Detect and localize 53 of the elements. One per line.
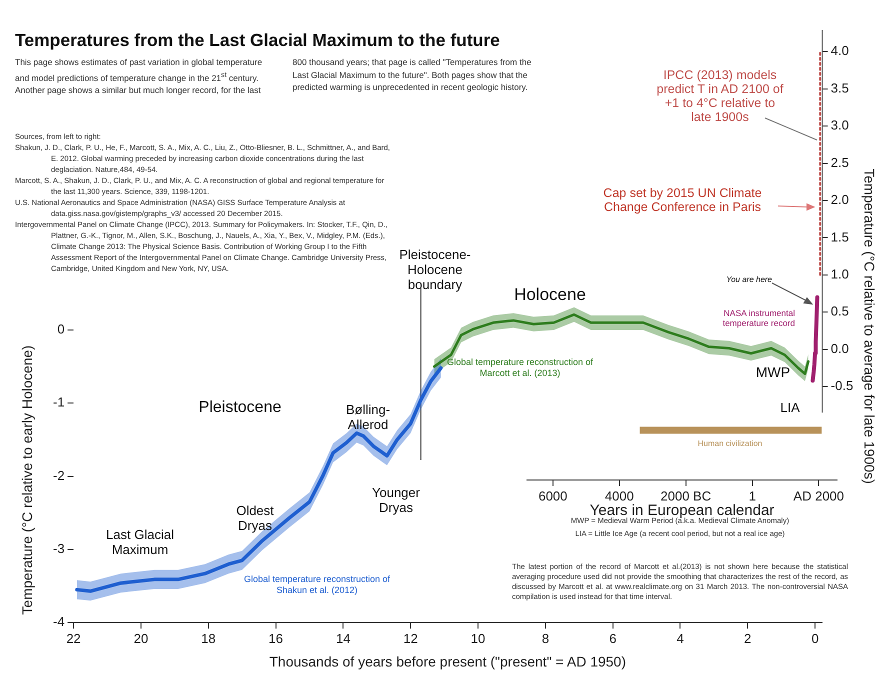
y2-tick-label: 2.5	[830, 154, 849, 170]
series-label: Human civilization	[696, 439, 764, 449]
y-tick-label: -3	[52, 541, 65, 556]
x2-tick-label: 6000	[538, 488, 568, 504]
annotation: Bølling-Allerod	[344, 402, 392, 432]
y-tick-label: 0	[57, 322, 65, 337]
annotation: LIA	[779, 400, 801, 416]
y2-tick-label: -0.5	[830, 378, 854, 394]
chart-title: Temperatures from the Last Glacial Maximum to the future	[15, 30, 500, 51]
y2-tick-label: 0.5	[830, 304, 849, 319]
y2-tick-label: 1.5	[830, 229, 849, 244]
annotation: Younger Dryas	[371, 485, 421, 515]
x-tick-label: 2	[744, 630, 752, 646]
series-label: Global temperature reconstruction of Shakun et al. (2012)	[242, 574, 392, 596]
y-tick-label: -1	[52, 394, 65, 410]
x-axis-title: Thousands of years before present ("present" = AD 1950)	[269, 653, 626, 670]
y2-axis-title: Temperature (°C relative to average for late 1900s)	[862, 168, 878, 484]
x-tick-label: 6	[609, 630, 616, 646]
annotation: MWP	[754, 364, 792, 381]
x-tick-label: 20	[134, 630, 148, 646]
y-tick-label: -2	[52, 468, 65, 483]
y-axis-title: Temperature (°C relative to early Holocene)	[18, 344, 36, 617]
text: IPCC (2013) models predict T in AD 2100 of +1 to 4°C relative to late 1900s	[656, 68, 784, 124]
x-tick-label: 16	[268, 630, 284, 646]
y2-tick-label: 2.0	[830, 192, 849, 208]
x-tick-label: 8	[542, 630, 550, 646]
x-tick-label: 18	[201, 630, 216, 646]
y2-tick-label: 1.0	[830, 266, 849, 282]
y2-tick-label: 0.0	[830, 340, 849, 356]
x-tick-label: 10	[470, 630, 486, 646]
y2-tick-label: 4.0	[830, 43, 849, 58]
ref-line-label: Pleistocene-Holocene boundary	[398, 247, 472, 292]
x2-tick-label: 1	[748, 488, 756, 504]
x2-tick-label: AD 2000	[793, 488, 844, 504]
text: This page shows estimates of past variation in global temperature and model predictions of temperature change in the 21$^{st}$ century. Another page shows a similar but much longer record, for the last 800 thousand years; that page is called "Temperatures from the Last Glacial Maximum to the future". Both pages show that the predicted warming is unprecedented in recent geologic history.	[15, 57, 532, 95]
text: NASA instrumental temperature record	[722, 308, 795, 328]
y2-tick-label: 3.5	[830, 80, 849, 96]
annotation: Oldest Dryas	[235, 503, 275, 533]
y-tick-label: -4	[52, 614, 65, 630]
x-tick-label: 22	[66, 630, 81, 646]
annotation: You are here	[725, 275, 772, 285]
y2-tick-label: 3.0	[830, 118, 849, 133]
x-tick-label: 4	[676, 630, 684, 646]
series-label: Global temperature reconstruction of Marcott et al. (2013)	[446, 357, 594, 379]
x2-tick-label: 2000 BC	[660, 488, 712, 504]
x-tick-label: 12	[403, 630, 418, 646]
annotation: Cap set by 2015 UN Climate Change Conference in Paris	[602, 186, 763, 214]
annotation: Holocene	[513, 285, 587, 306]
x2-tick-label: 4000	[604, 488, 634, 504]
x-tick-label: 0	[811, 630, 819, 646]
annotation: Pleistocene	[198, 398, 282, 418]
annotation: Last Glacial Maximum	[105, 527, 175, 557]
x-tick-label: 14	[336, 630, 350, 646]
